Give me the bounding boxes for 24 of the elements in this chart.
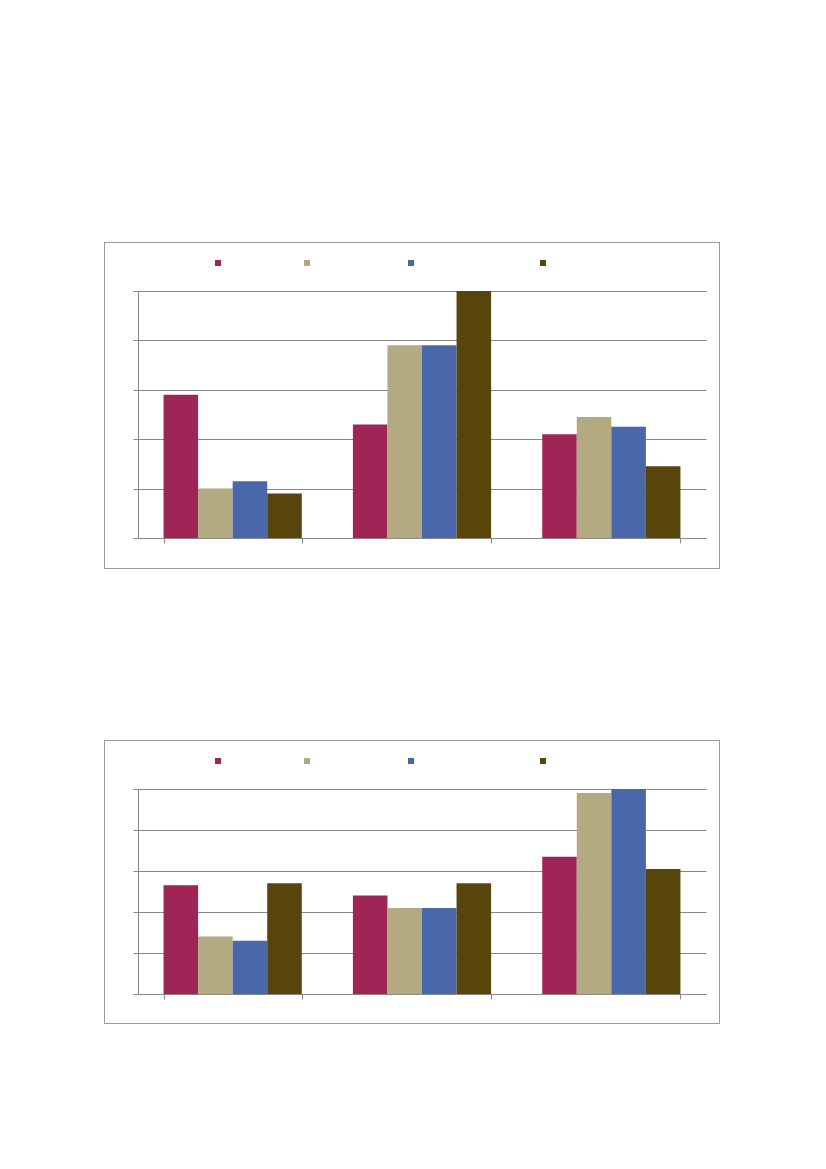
bar xyxy=(422,907,457,994)
bar xyxy=(352,424,388,538)
bar xyxy=(611,426,646,538)
bar xyxy=(387,345,422,538)
bar xyxy=(163,885,199,994)
bar xyxy=(387,907,422,994)
bar xyxy=(198,488,233,538)
bar xyxy=(267,493,302,538)
bar xyxy=(422,345,457,538)
bar xyxy=(198,936,233,994)
bar xyxy=(163,394,199,538)
bar xyxy=(645,868,681,994)
bar xyxy=(232,481,268,538)
bar xyxy=(576,416,612,538)
bar xyxy=(352,895,388,994)
bar xyxy=(232,940,268,994)
bar xyxy=(267,883,302,994)
bar xyxy=(456,291,492,538)
bar xyxy=(542,856,577,994)
bar xyxy=(542,434,577,538)
bar xyxy=(576,793,612,994)
bar xyxy=(611,789,646,994)
bar xyxy=(456,883,492,994)
bar xyxy=(645,466,681,538)
